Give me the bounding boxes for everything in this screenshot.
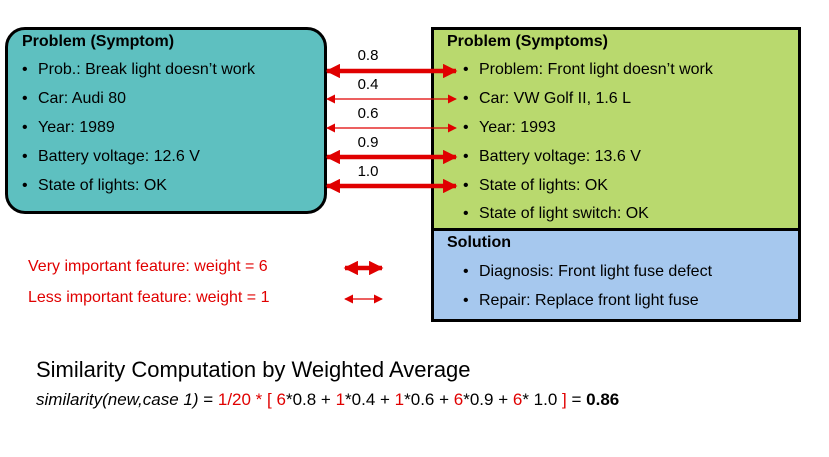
right-item-year: • Year: 1993 <box>463 119 556 136</box>
similarity-formula: similarity(new,case 1) = 1/20 * [ 6*0.8 … <box>36 390 620 409</box>
weight-label-5: 1.0 <box>357 163 379 180</box>
case-problem-box <box>431 27 801 230</box>
legend-less-important: Less important feature: weight = 1 <box>28 289 270 306</box>
left-item-battery: • Battery voltage: 12.6 V <box>22 148 200 165</box>
left-item-year: • Year: 1989 <box>22 119 115 136</box>
section-heading: Similarity Computation by Weighted Avera… <box>36 357 471 382</box>
right-box-title: Problem (Symptoms) <box>447 33 608 50</box>
left-item-problem: • Prob.: Break light doesn’t work <box>22 61 255 78</box>
weight-label-3: 0.6 <box>357 105 379 122</box>
left-item-car: • Car: Audi 80 <box>22 90 127 107</box>
right-item-lights: • State of lights: OK <box>463 177 608 194</box>
new-problem-box <box>5 27 327 214</box>
weight-label-2: 0.4 <box>357 76 379 93</box>
left-box-title: Problem (Symptom) <box>22 33 175 50</box>
weight-label-1: 0.8 <box>357 47 379 64</box>
solution-item-diagnosis: • Diagnosis: Front light fuse defect <box>463 263 713 280</box>
case-solution-box <box>431 228 801 322</box>
right-item-switch: • State of light switch: OK <box>463 205 649 222</box>
weight-label-4: 0.9 <box>357 134 379 151</box>
solution-item-repair: • Repair: Replace front light fuse <box>463 292 699 309</box>
legend-very-important: Very important feature: weight = 6 <box>28 258 268 275</box>
right-item-problem: • Problem: Front light doesn’t work <box>463 61 713 78</box>
left-item-lights: • State of lights: OK <box>22 177 167 194</box>
right-item-battery: • Battery voltage: 13.6 V <box>463 148 641 165</box>
solution-title: Solution <box>447 234 511 251</box>
right-item-car: • Car: VW Golf II, 1.6 L <box>463 90 632 107</box>
